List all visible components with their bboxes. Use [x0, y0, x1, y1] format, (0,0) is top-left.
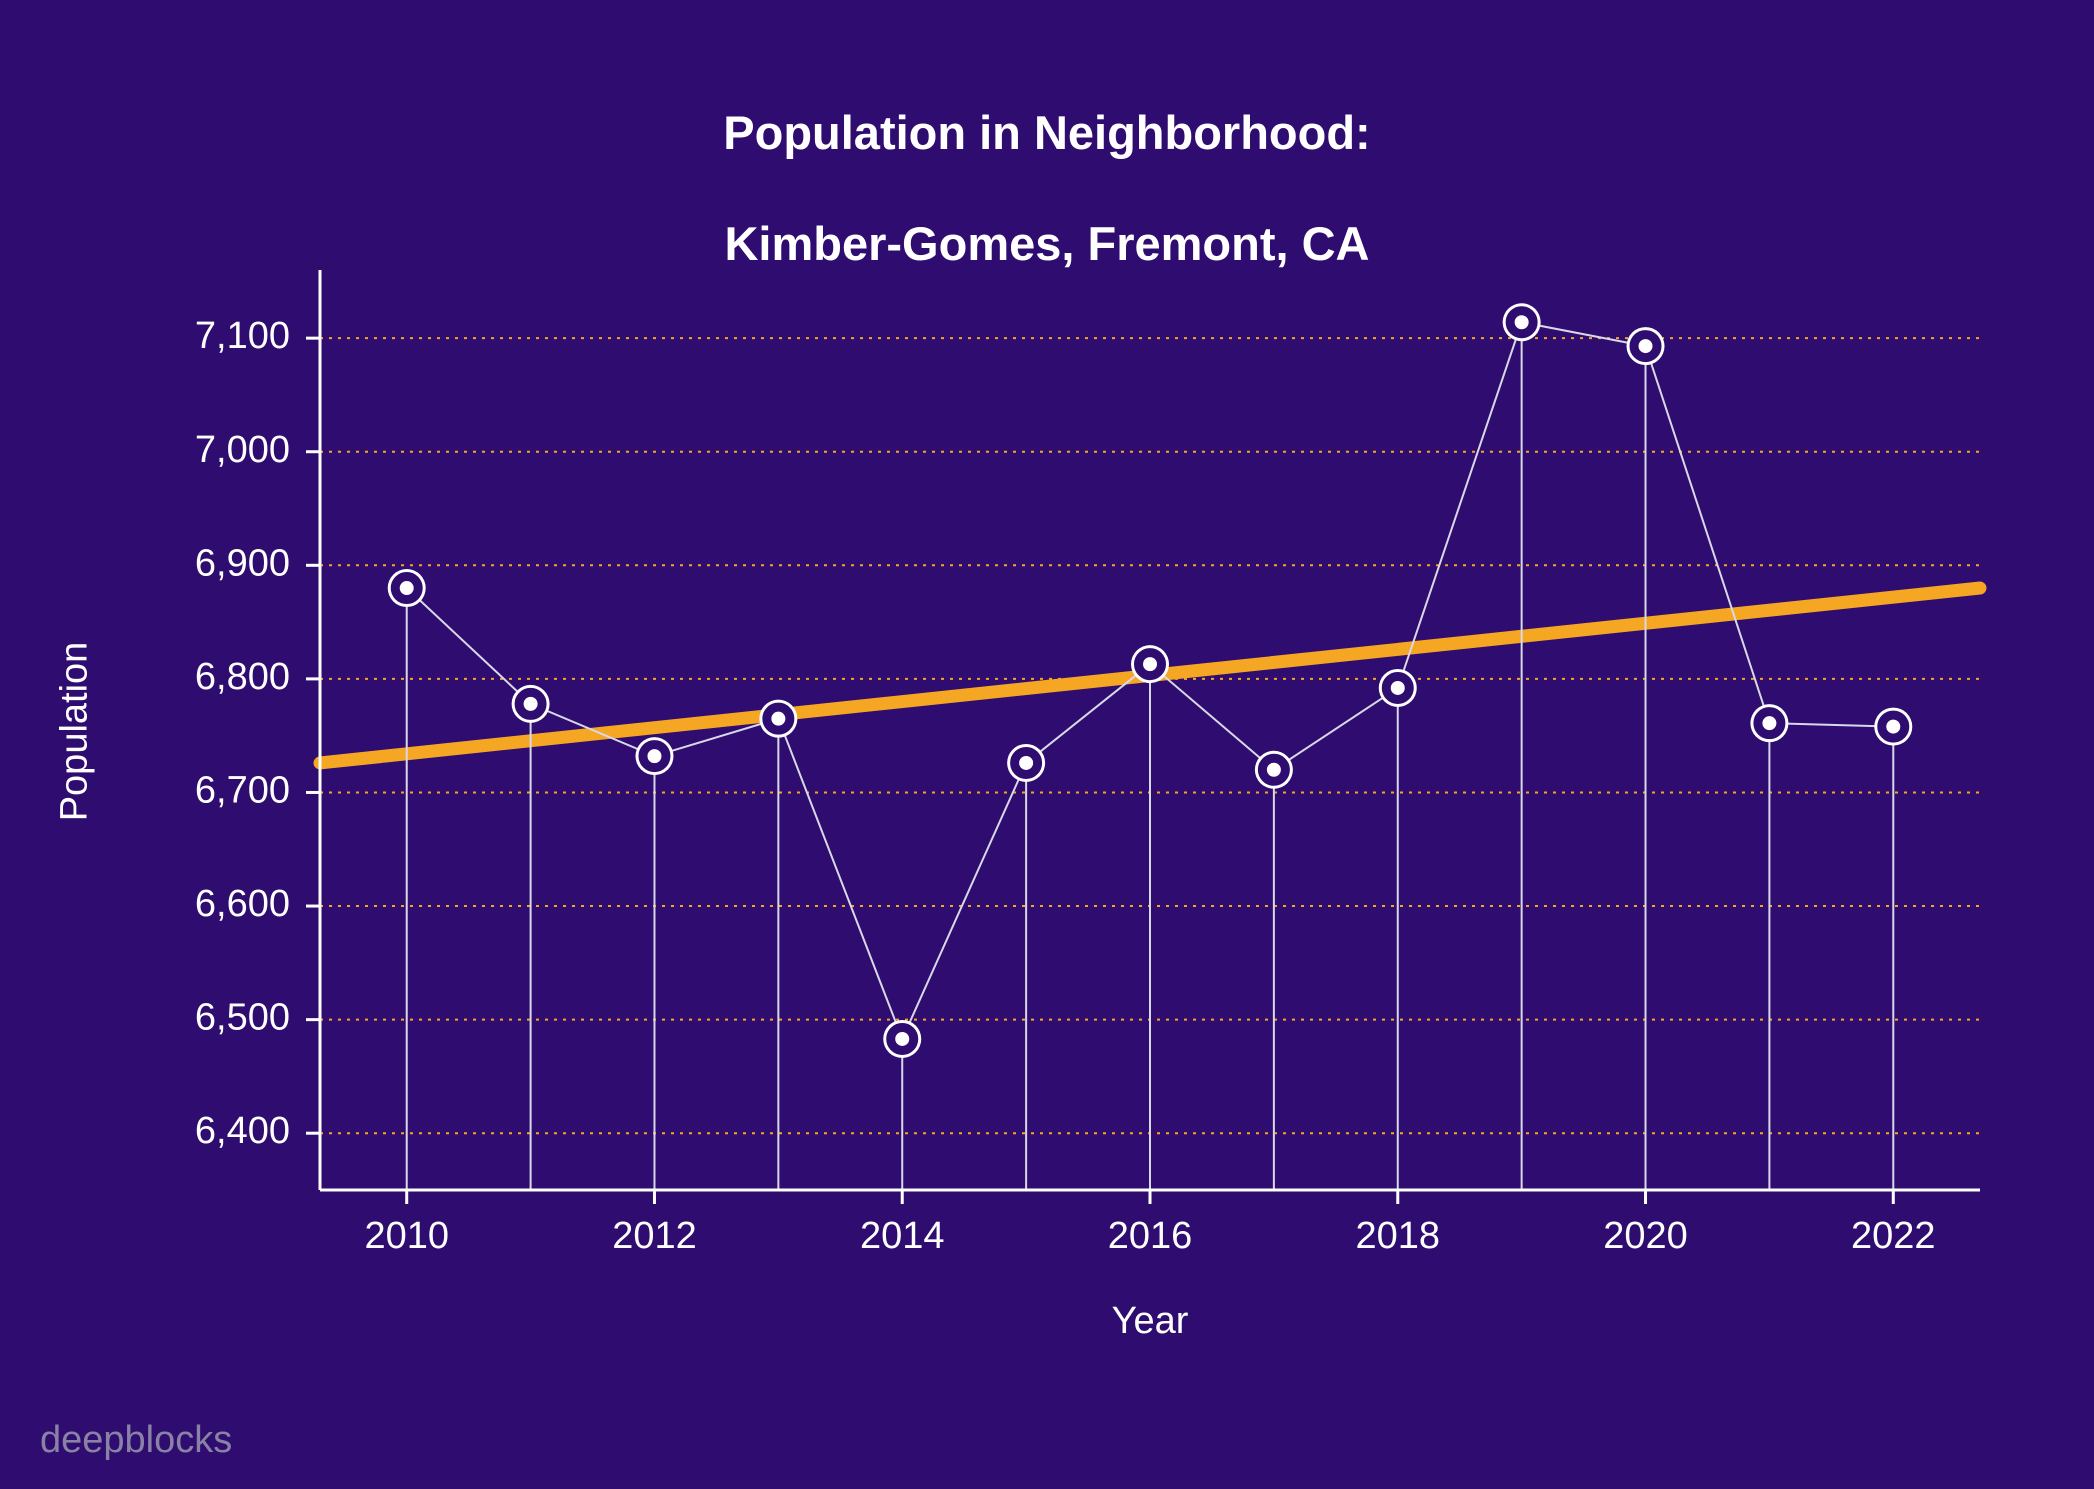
- y-tick-label: 6,600: [195, 883, 290, 925]
- y-tick-label: 6,900: [195, 542, 290, 584]
- y-tick-label: 6,500: [195, 997, 290, 1039]
- watermark-text: deepblocks: [40, 1419, 232, 1462]
- y-tick-label: 6,400: [195, 1110, 290, 1152]
- y-tick-label: 7,100: [195, 315, 290, 357]
- y-tick-label: 6,700: [195, 770, 290, 812]
- y-tick-label: 7,000: [195, 429, 290, 471]
- x-tick-label: 2020: [1603, 1215, 1688, 1257]
- x-tick-label: 2014: [860, 1215, 945, 1257]
- y-tick-label: 6,800: [195, 656, 290, 698]
- population-chart: Population in Neighborhood: Kimber-Gomes…: [0, 0, 2094, 1489]
- x-tick-label: 2012: [612, 1215, 697, 1257]
- x-tick-label: 2010: [364, 1215, 449, 1257]
- x-tick-label: 2018: [1355, 1215, 1440, 1257]
- x-tick-label: 2016: [1108, 1215, 1193, 1257]
- chart-svg: 6,400 6,500 6,600 6,700 6,800 6,900 7,000 7,100…: [0, 0, 2094, 1489]
- x-tick-label: 2022: [1851, 1215, 1936, 1257]
